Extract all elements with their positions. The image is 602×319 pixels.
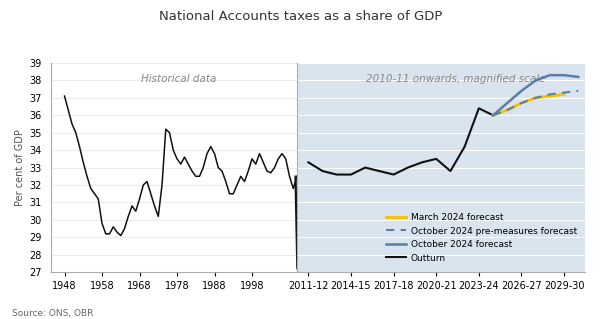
Text: Source: ONS, OBR: Source: ONS, OBR bbox=[12, 309, 93, 318]
Text: Historical data: Historical data bbox=[141, 74, 217, 84]
Legend: March 2024 forecast, October 2024 pre-measures forecast, October 2024 forecast, : March 2024 forecast, October 2024 pre-me… bbox=[383, 210, 581, 266]
Text: 2010-11 onwards, magnified scale: 2010-11 onwards, magnified scale bbox=[366, 74, 545, 84]
Text: National Accounts taxes as a share of GDP: National Accounts taxes as a share of GD… bbox=[160, 10, 442, 23]
Y-axis label: Per cent of GDP: Per cent of GDP bbox=[15, 129, 25, 206]
